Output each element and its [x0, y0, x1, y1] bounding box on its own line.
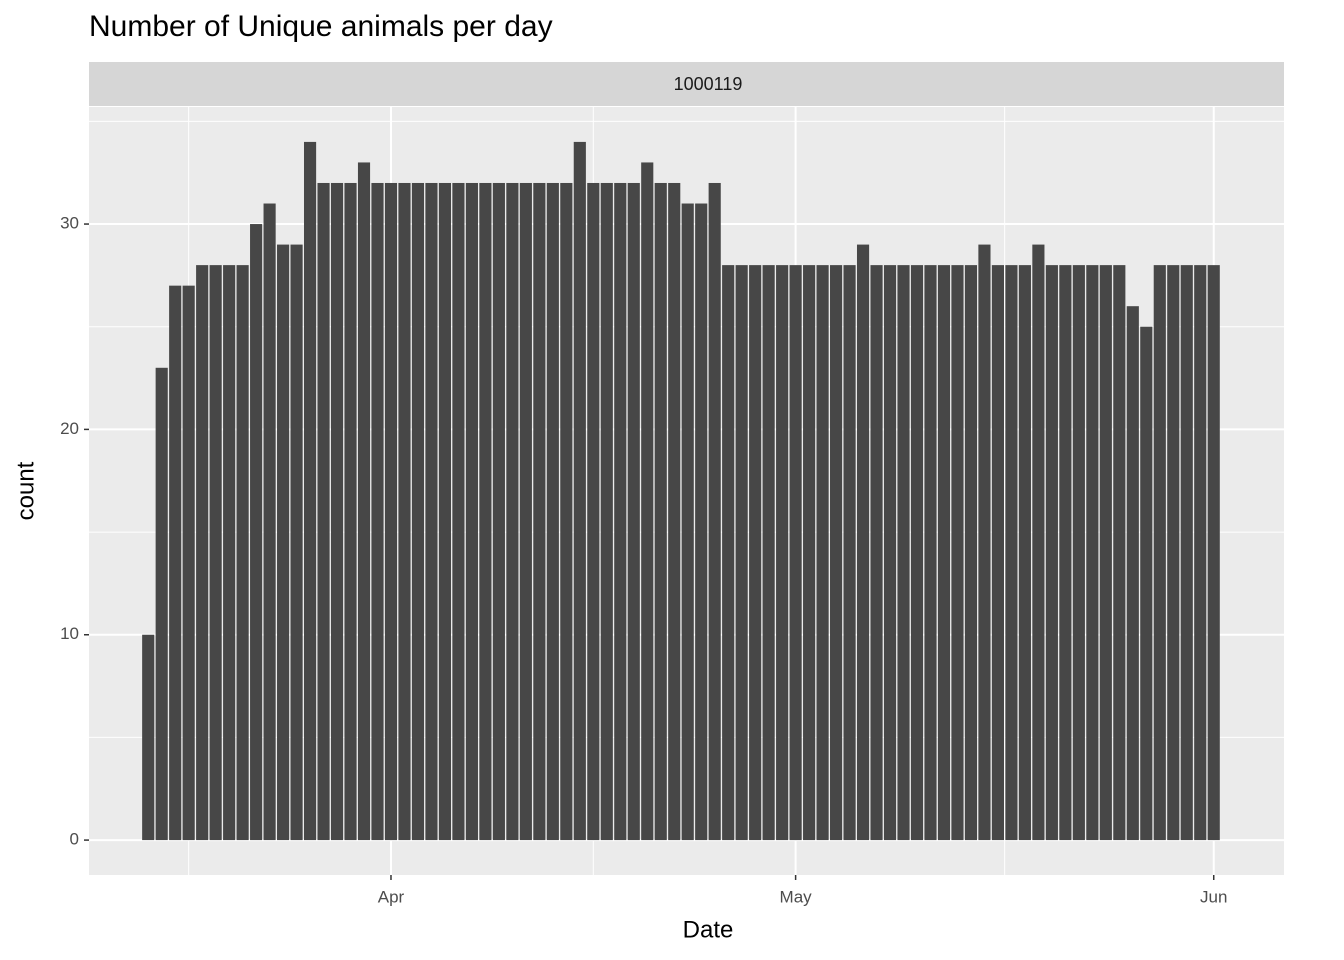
bar [816, 265, 829, 841]
bar [937, 265, 951, 841]
bar [951, 265, 964, 841]
bar [1099, 265, 1112, 841]
bar [1153, 265, 1166, 841]
bar [492, 182, 505, 841]
x-tick-label: Jun [1200, 887, 1227, 906]
bar [533, 182, 546, 841]
bar [344, 182, 357, 841]
bar [317, 182, 330, 841]
bar [155, 367, 168, 841]
bar [776, 265, 789, 841]
chart-title: Number of Unique animals per day [89, 10, 553, 43]
x-axis-title: Date [683, 916, 734, 943]
bar [991, 265, 1004, 841]
bar [1005, 265, 1018, 841]
bar [1126, 306, 1139, 841]
x-tick-label: May [780, 887, 813, 906]
bar [411, 182, 425, 841]
bar [384, 182, 398, 841]
bar [223, 265, 236, 841]
bar [1113, 265, 1126, 841]
bar [654, 182, 667, 841]
bar [425, 182, 438, 841]
bar [573, 141, 586, 841]
bar [1167, 265, 1180, 841]
bar [587, 182, 600, 841]
bar [830, 265, 843, 841]
bar [883, 265, 897, 841]
bar [1140, 326, 1153, 841]
bar [614, 182, 627, 841]
bar [263, 203, 276, 841]
facet-strip [89, 62, 1284, 106]
bar [735, 265, 748, 841]
bar [209, 265, 222, 841]
bar [843, 265, 856, 841]
bar [560, 182, 573, 841]
bar [978, 244, 991, 841]
y-tick-label: 30 [60, 214, 79, 233]
bar [870, 265, 883, 841]
bar [357, 162, 371, 841]
bar [910, 265, 924, 841]
bar [1059, 265, 1072, 841]
bar [1086, 265, 1099, 841]
bar [182, 285, 195, 841]
bar [506, 182, 519, 841]
bar [452, 182, 465, 841]
facet-label: 1000119 [674, 74, 743, 94]
bar [250, 224, 263, 841]
y-axis-title: count [12, 461, 39, 520]
y-tick-label: 20 [60, 419, 79, 438]
bar [330, 182, 344, 841]
bar [290, 244, 303, 841]
bar [142, 634, 155, 841]
bar [722, 265, 735, 841]
bar [681, 203, 694, 841]
bar [1045, 265, 1058, 841]
bar [695, 203, 708, 841]
bar [465, 182, 478, 841]
bar [398, 182, 411, 841]
bar [546, 182, 559, 841]
bar [897, 265, 910, 841]
bar [856, 244, 870, 841]
bar [924, 265, 937, 841]
x-tick-label: Apr [378, 887, 405, 906]
bar [803, 265, 816, 841]
bar [371, 182, 384, 841]
y-tick-label: 0 [70, 830, 79, 849]
bar [1180, 265, 1193, 841]
bar [1207, 265, 1220, 841]
bar [1032, 244, 1045, 841]
bar [641, 162, 654, 841]
bar [762, 265, 775, 841]
bar [519, 182, 532, 841]
bar [708, 182, 721, 841]
bar [1018, 265, 1031, 841]
y-tick-label: 10 [60, 624, 79, 643]
bar [1194, 265, 1207, 841]
bar [277, 244, 290, 841]
bar [600, 182, 613, 841]
bar [169, 285, 182, 841]
bar [964, 265, 978, 841]
bar [749, 265, 762, 841]
bar [236, 265, 249, 841]
bar [479, 182, 492, 841]
bar [1072, 265, 1085, 841]
bar [196, 265, 209, 841]
bar [438, 182, 452, 841]
bar [627, 182, 640, 841]
bar [789, 265, 802, 841]
bar [668, 182, 681, 841]
bar [303, 141, 317, 841]
